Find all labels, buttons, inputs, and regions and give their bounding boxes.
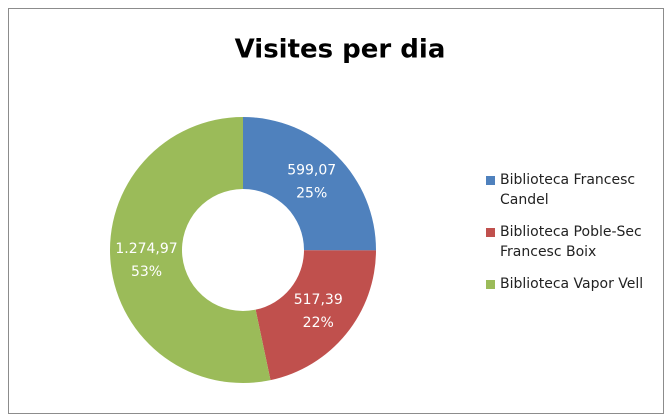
data-label: 599,07 <box>287 163 336 179</box>
legend-swatch <box>486 176 495 185</box>
percent-label: 22% <box>303 315 334 331</box>
legend-item: Biblioteca Poble-Sec Francesc Boix <box>486 222 661 262</box>
legend-item: Biblioteca Vapor Vell <box>486 274 661 294</box>
legend-label: Biblioteca Poble-Sec Francesc Boix <box>500 224 642 260</box>
legend-swatch <box>486 228 495 237</box>
legend-item: Biblioteca Francesc Candel <box>486 170 661 210</box>
legend: Biblioteca Francesc Candel Biblioteca Pob… <box>486 170 661 306</box>
percent-label: 53% <box>131 264 162 280</box>
chart-frame <box>8 8 664 414</box>
chart-title: Visites per dia <box>235 35 446 65</box>
legend-swatch <box>486 280 495 289</box>
donut-slice <box>243 117 376 251</box>
legend-label: Biblioteca Francesc Candel <box>500 172 636 208</box>
donut-slice <box>255 250 376 381</box>
legend-label: Biblioteca Vapor Vell <box>500 276 644 292</box>
data-label: 1.274,97 <box>115 241 177 257</box>
donut-slice <box>110 117 271 383</box>
data-label: 517,39 <box>294 292 343 308</box>
percent-label: 25% <box>296 186 327 202</box>
